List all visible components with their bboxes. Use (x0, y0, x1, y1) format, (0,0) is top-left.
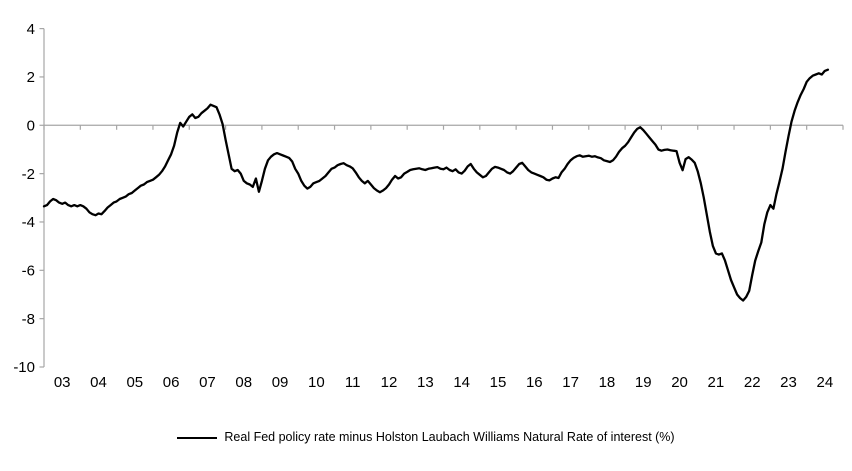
x-axis-label: 18 (599, 374, 616, 391)
y-axis-label: -8 (22, 311, 35, 328)
x-axis-label: 09 (272, 374, 289, 391)
x-axis-label: 14 (453, 374, 470, 391)
x-axis-label: 10 (308, 374, 325, 391)
x-axis-label: 22 (744, 374, 761, 391)
y-axis-label: 4 (27, 21, 35, 38)
y-axis-label: 2 (27, 69, 35, 86)
x-axis-label: 16 (526, 374, 543, 391)
x-axis-label: 05 (126, 374, 143, 391)
y-axis-label: -2 (22, 166, 35, 183)
x-axis-label: 11 (345, 374, 361, 391)
legend: Real Fed policy rate minus Holston Lauba… (0, 430, 852, 445)
y-axis-label: -10 (13, 359, 35, 376)
x-axis-label: 06 (163, 374, 180, 391)
x-axis-label: 07 (199, 374, 216, 391)
x-axis-label: 08 (235, 374, 252, 391)
x-axis-label: 12 (381, 374, 398, 391)
y-axis-label: -4 (22, 214, 35, 231)
x-axis-label: 19 (635, 374, 652, 391)
x-axis-label: 04 (90, 374, 107, 391)
x-axis-label: 21 (708, 374, 725, 391)
x-axis-label: 03 (54, 374, 71, 391)
x-axis-label: 24 (816, 374, 833, 391)
x-axis-label: 17 (562, 374, 579, 391)
y-axis-label: 0 (27, 117, 35, 134)
legend-label: Real Fed policy rate minus Holston Lauba… (224, 430, 675, 444)
x-axis-label: 20 (671, 374, 688, 391)
legend-line-swatch (177, 436, 218, 439)
x-axis-label: 23 (780, 374, 797, 391)
data-line (42, 68, 830, 302)
x-axis-label: 13 (417, 374, 434, 391)
x-axis-label: 15 (490, 374, 507, 391)
y-axis-label: -6 (22, 263, 35, 280)
